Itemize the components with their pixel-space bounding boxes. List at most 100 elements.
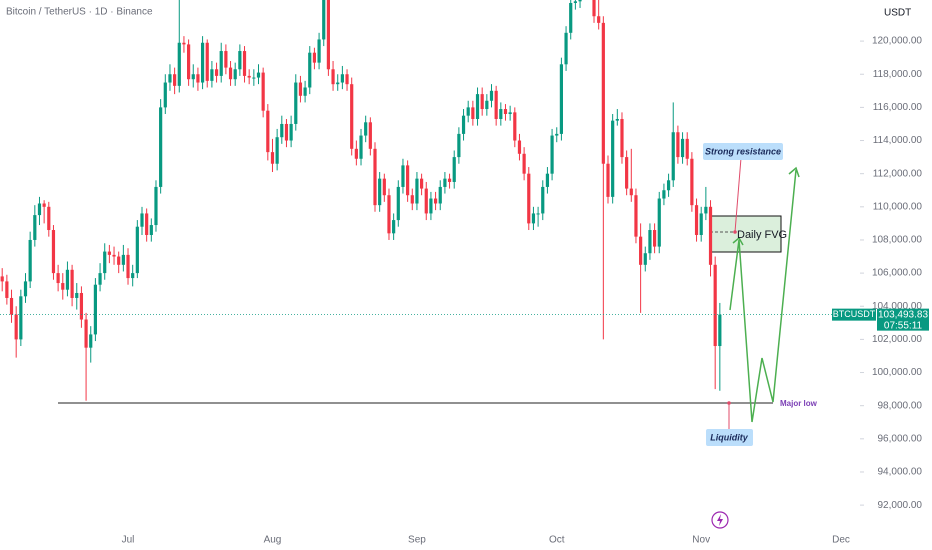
candle-body [303,87,307,96]
y-tick-label: 108,000.00 [872,235,922,246]
price-badge [832,308,876,321]
candle-body [331,69,335,85]
candle-body [121,254,125,265]
candle-body [196,74,200,83]
y-tick-label: 114,000.00 [873,135,923,146]
candle-body [662,190,666,199]
symbol-label: BTCUSDT [833,309,876,319]
candle-body [289,123,293,141]
candle-body [401,165,405,187]
candle-body [559,64,563,134]
candle-body [457,133,461,158]
candle-body [200,42,205,83]
currency: USDT [884,8,911,19]
candle-body [480,94,484,110]
candle-body [438,186,442,204]
candle-body [51,230,56,274]
projection-arrow [732,236,744,246]
candle-body [65,269,70,290]
x-tick-label: Dec [832,535,850,546]
candle-body [666,180,671,191]
candle-body [433,198,438,204]
candle-body [499,109,503,119]
candle-body [545,173,550,187]
candle-body [718,314,722,347]
candle-body [657,198,661,247]
candle-body [466,107,470,116]
candle-body [690,158,694,206]
candle-body [336,82,340,85]
candle-body [503,109,508,115]
y-tick-label: 120,000.00 [872,36,922,47]
price-badge [877,308,929,331]
candle-body [149,225,153,235]
candle-body [494,90,498,119]
candle-body [70,269,74,298]
candle-body [284,123,289,141]
candle-body [98,273,102,285]
candle-body [359,135,363,159]
candle-body [541,186,545,214]
candle-body [154,186,158,226]
candle-body [89,334,93,348]
candle-body [447,178,452,182]
candle-body [33,215,37,240]
candle-body [61,283,65,290]
candle-body [126,254,130,279]
x-tick-label: Jul [122,535,135,546]
candle-body [685,138,689,159]
y-tick-label: 92,000.00 [878,500,923,511]
candle-body [615,118,619,121]
candle-body [569,2,573,33]
candle-body [312,52,317,63]
y-tick-label: 94,000.00 [878,467,923,478]
candle-body [275,137,279,164]
candle-body [578,0,582,2]
candle-body [713,264,717,347]
candle-body [47,206,51,231]
candle-body [387,195,391,234]
price-label: 103,493.83 [878,309,928,320]
y-tick-label: 104,000.00 [872,301,922,312]
candle-body [522,153,526,174]
candle-body [382,178,386,196]
candle-body [527,173,531,224]
liquidity-label: Liquidity [710,432,748,442]
candle-body [508,112,512,115]
candle-body [112,254,116,257]
candle-body [145,213,149,235]
candle-body [410,195,414,204]
event-icon-bolt [717,514,723,526]
candle-body [653,230,657,247]
candle-body [676,132,680,158]
x-tick-label: Oct [549,535,565,546]
candle-body [191,74,195,80]
candle-body [471,107,475,119]
candle-body [340,74,344,83]
candle-body [256,72,261,78]
chart-title: Bitcoin / TetherUS · 1D · Binance [6,7,153,18]
candle-body [648,230,652,254]
candle-body [420,178,424,189]
y-tick-label: 118,000.00 [873,69,923,80]
candle-body [536,213,540,215]
candle-body [406,165,410,196]
candle-body [163,82,167,108]
candle-body [573,1,577,3]
candle-body [168,74,172,83]
x-tick-label: Aug [264,535,282,546]
candles [0,0,722,401]
candle-body [252,77,256,79]
candle-body [368,122,372,149]
candle-body [23,281,28,297]
major-low-label: Major low [780,399,818,408]
candle-body [294,82,298,124]
resistance-label: Strong resistance [705,146,781,156]
candle-body [429,198,433,214]
candle-body [233,69,237,80]
candle-body [354,148,358,159]
candle-body [378,178,382,206]
y-tick-label: 110,000.00 [873,201,923,212]
event-icon[interactable] [711,511,729,529]
candle-body [224,51,228,68]
